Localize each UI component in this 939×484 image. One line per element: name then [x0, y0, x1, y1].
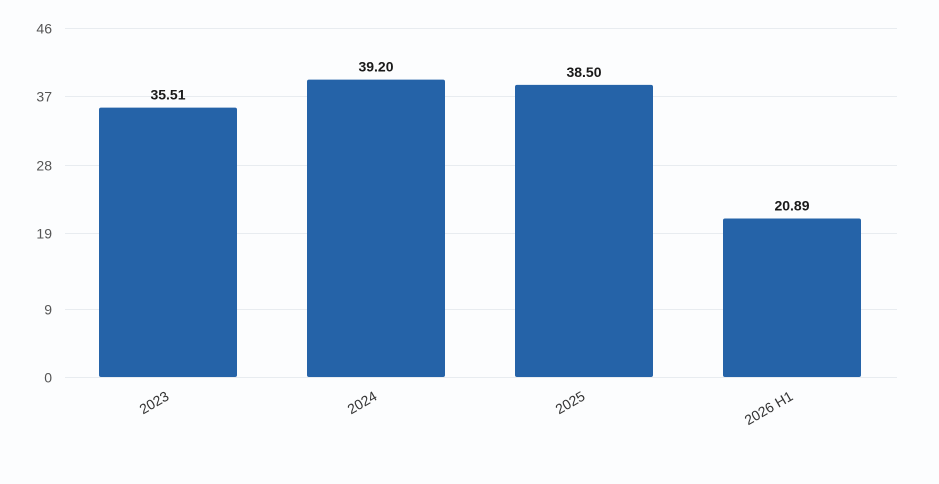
data-label: 20.89 — [774, 198, 809, 214]
bar-2023 — [99, 107, 237, 378]
y-tick-label: 37 — [36, 89, 52, 105]
x-tick-label: 2023 — [137, 388, 172, 418]
y-axis: 0 9 19 28 37 46 — [36, 21, 52, 386]
y-tick-label: 28 — [36, 158, 52, 174]
bar-2026-h1 — [723, 218, 861, 377]
y-tick-label: 46 — [36, 21, 52, 37]
y-tick-label: 19 — [36, 226, 52, 242]
y-tick-label: 9 — [44, 302, 52, 318]
y-tick-label: 0 — [44, 370, 52, 386]
x-tick-label: 2025 — [553, 388, 588, 418]
x-tick-label: 2026 H1 — [742, 388, 796, 428]
data-label: 35.51 — [150, 87, 185, 103]
bar-2025 — [515, 84, 653, 378]
bar-2024 — [307, 79, 445, 377]
x-tick-label: 2024 — [345, 388, 380, 418]
bars — [99, 79, 861, 378]
data-label: 39.20 — [358, 59, 393, 75]
data-labels: 35.51 39.20 38.50 20.89 — [150, 59, 809, 214]
data-label: 38.50 — [566, 64, 601, 80]
x-axis: 2023 2024 2025 2026 H1 — [137, 388, 796, 428]
